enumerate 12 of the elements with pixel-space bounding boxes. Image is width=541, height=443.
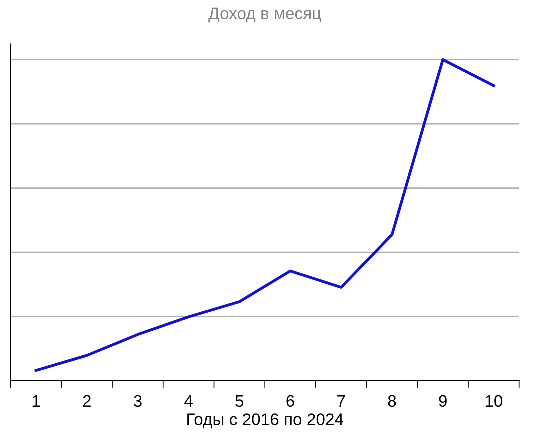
- x-tick-label: 6: [286, 395, 294, 408]
- x-axis-title: Годы с 2016 по 2024: [188, 414, 344, 429]
- x-tick-label: 10: [486, 395, 503, 408]
- x-tick-label: 7: [338, 395, 346, 407]
- x-tick-label: 5: [236, 395, 244, 408]
- x-tick-label: 8: [388, 395, 396, 408]
- chart-title: Доход в месяц: [208, 8, 322, 23]
- x-tick-label: 1: [32, 395, 40, 407]
- x-tick-label: 3: [134, 395, 142, 408]
- x-tick-label: 4: [184, 395, 193, 407]
- x-tick-label: 2: [83, 395, 91, 407]
- x-tick-label: 9: [439, 395, 447, 408]
